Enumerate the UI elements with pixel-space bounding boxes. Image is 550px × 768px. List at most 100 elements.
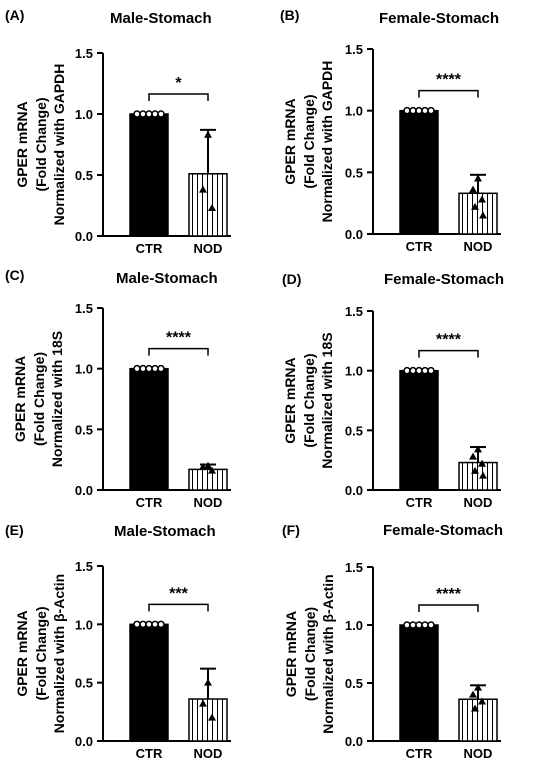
data-point-triangle <box>471 466 479 474</box>
data-point-triangle <box>479 471 487 479</box>
y-tick-label: 1.5 <box>75 559 93 574</box>
y-axis-label-line: GPER mRNA <box>14 610 30 696</box>
y-tick-label: 0.0 <box>75 734 93 749</box>
y-axis-label: GPER mRNA (Fold Change) Normalized with GA… <box>14 64 67 226</box>
bar-ctr <box>129 367 169 491</box>
y-tick-label: 1.5 <box>345 304 363 319</box>
y-axis-label: GPER mRNA (Fold Change) Normalized with 18… <box>12 331 65 467</box>
data-point-triangle <box>199 185 207 193</box>
data-point-circle <box>145 364 153 373</box>
data-point-circle <box>403 366 411 375</box>
y-tick-label: 1.0 <box>75 362 93 377</box>
x-tick-label: CTR <box>136 241 163 256</box>
y-tick-label: 0.5 <box>345 165 363 180</box>
y-tick-label: 0.5 <box>75 422 93 437</box>
y-axis-label-line: GPER mRNA <box>14 101 30 187</box>
x-tick-label: CTR <box>406 746 433 761</box>
data-point-circle <box>409 366 417 375</box>
data-point-circle <box>151 110 159 118</box>
chart-title: Male-Stomach <box>110 10 212 27</box>
chart-title: Female-Stomach <box>379 10 499 27</box>
chart-panel-1: (A) Male-Stomach GPER mRNA (Fold Change) Nor… <box>5 7 231 256</box>
y-axis-label: GPER mRNA (Fold Change) Normalized with β-… <box>283 574 336 733</box>
bar-nod <box>458 461 498 491</box>
y-tick-label: 0.0 <box>345 734 363 749</box>
bar-ctr <box>399 624 439 742</box>
chart-panel-4: (D) Female-Stomach GPER mRNA (Fold Change) N… <box>282 271 504 510</box>
significance-bracket <box>418 349 479 358</box>
x-tick-label: NOD <box>464 495 493 510</box>
y-tick-label: 1.0 <box>345 364 363 379</box>
data-point-triangle <box>478 459 486 467</box>
data-point-triangle <box>204 461 212 469</box>
y-tick-label: 0.0 <box>345 483 363 498</box>
panel-label: (C) <box>5 267 24 283</box>
data-point-circle <box>151 364 159 373</box>
data-point-triangle <box>204 678 212 686</box>
y-tick-label: 1.0 <box>75 617 93 632</box>
y-axis-label-line: (Fold Change) <box>33 606 49 700</box>
y-axis-label-line: Normalized with 18S <box>319 332 335 468</box>
panel-label: (D) <box>282 271 301 287</box>
chart-title: Female-Stomach <box>384 271 504 288</box>
y-tick-label: 1.5 <box>345 560 363 575</box>
chart-title: Female-Stomach <box>383 522 503 539</box>
bar-nod <box>188 698 228 742</box>
data-point-triangle <box>474 683 482 691</box>
y-axis-label-line: (Fold Change) <box>302 607 318 701</box>
data-point-triangle <box>208 466 216 474</box>
data-point-circle <box>133 364 141 373</box>
y-tick-label: 1.5 <box>75 301 93 316</box>
x-tick-label: CTR <box>406 495 433 510</box>
y-tick-label: 1.5 <box>75 46 93 61</box>
data-point-circle <box>415 366 423 375</box>
data-point-circle <box>157 364 165 373</box>
y-tick-label: 0.0 <box>345 227 363 242</box>
data-point-triangle <box>199 699 207 707</box>
significance-bracket <box>148 347 209 356</box>
x-tick-label: CTR <box>136 746 163 761</box>
y-axis-label: GPER mRNA (Fold Change) Normalized with β-… <box>14 574 67 733</box>
data-point-circle <box>157 620 165 629</box>
data-point-triangle <box>478 195 486 203</box>
data-point-triangle <box>469 185 477 193</box>
data-point-circle <box>427 106 435 115</box>
data-point-triangle <box>474 174 482 182</box>
bar-ctr <box>399 109 439 235</box>
bar-ctr <box>129 623 169 742</box>
data-point-triangle <box>469 690 477 698</box>
x-tick-label: NOD <box>194 495 223 510</box>
y-tick-label: 0.0 <box>75 483 93 498</box>
data-point-circle <box>415 621 423 629</box>
data-point-circle <box>403 106 411 115</box>
data-point-triangle <box>469 452 477 460</box>
y-tick-label: 0.5 <box>345 676 363 691</box>
data-point-circle <box>427 621 435 629</box>
panel-label: (A) <box>5 7 24 23</box>
chart-panel-6: (F) Female-Stomach GPER mRNA (Fold Change) N… <box>282 522 503 761</box>
data-point-triangle <box>208 203 216 211</box>
y-axis-label-line: GPER mRNA <box>282 98 298 184</box>
data-point-triangle <box>199 462 207 470</box>
data-point-circle <box>139 620 147 629</box>
significance-bracket <box>418 604 479 612</box>
bar-ctr <box>129 113 169 237</box>
data-point-triangle <box>479 211 487 219</box>
significance-bracket <box>418 89 479 98</box>
data-point-triangle <box>471 704 479 712</box>
y-axis-label-line: Normalized with β-Actin <box>51 574 67 733</box>
bar-nod <box>458 192 498 235</box>
data-point-circle <box>409 106 417 115</box>
x-tick-label: NOD <box>194 746 223 761</box>
data-point-circle <box>403 621 411 629</box>
y-axis-label-line: (Fold Change) <box>31 352 47 446</box>
y-axis-label-line: (Fold Change) <box>301 94 317 188</box>
data-point-circle <box>427 366 435 375</box>
y-axis-label: GPER mRNA (Fold Change) Normalized with 18… <box>282 332 335 468</box>
data-point-circle <box>409 621 417 629</box>
x-tick-label: NOD <box>464 239 493 254</box>
data-point-triangle <box>478 697 486 705</box>
panel-label: (F) <box>282 522 300 538</box>
data-point-circle <box>133 620 141 629</box>
